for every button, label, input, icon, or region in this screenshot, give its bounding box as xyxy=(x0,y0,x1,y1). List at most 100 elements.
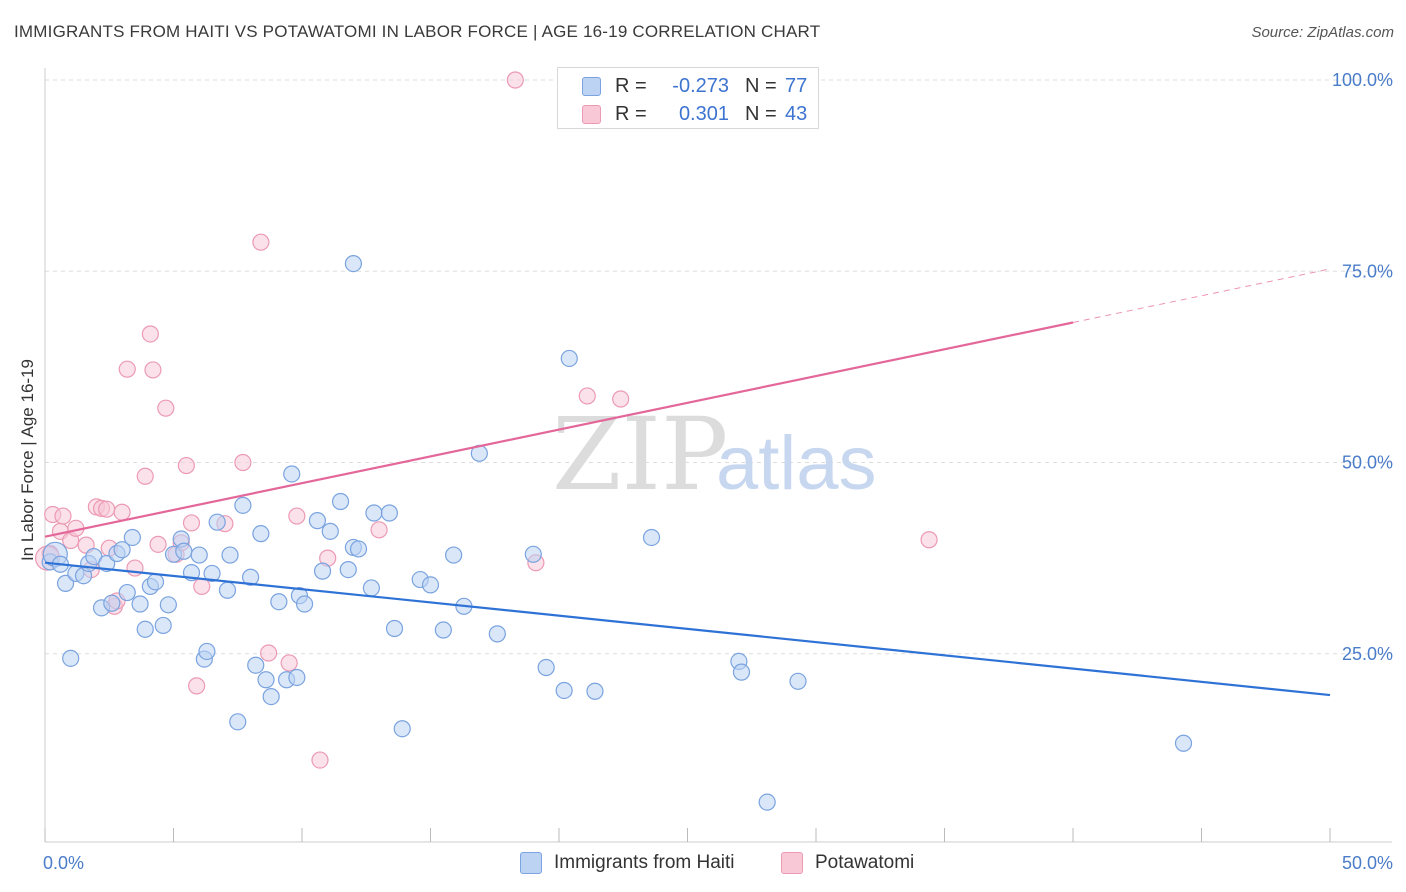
potawatomi-point xyxy=(920,531,938,549)
r-value: -0.273 xyxy=(672,74,729,97)
potawatomi-point xyxy=(578,387,596,405)
haiti-point xyxy=(146,573,165,591)
haiti-point xyxy=(288,668,306,687)
haiti-point xyxy=(203,564,221,583)
haiti-point xyxy=(198,642,216,661)
haiti-point xyxy=(732,663,751,681)
legend-item-haiti: Immigrants from Haiti xyxy=(520,852,735,874)
legend-item-potawatomi: Potawatomi xyxy=(781,852,914,874)
haiti-point xyxy=(247,656,265,674)
potawatomi-trend-extension xyxy=(1072,268,1331,323)
potawatomi-point xyxy=(118,360,136,378)
axis-labels: 25.0% 50.0% 75.0% 100.0% 0.0% 50.0% In Labor F… xyxy=(18,70,1393,873)
haiti-point xyxy=(270,593,288,611)
haiti-point xyxy=(136,620,154,638)
haiti-point xyxy=(295,595,314,613)
potawatomi-point xyxy=(288,507,306,525)
potawatomi-swatch xyxy=(582,104,601,124)
potawatomi-point xyxy=(141,325,159,343)
r-label: R = xyxy=(615,102,647,125)
potawatomi-point xyxy=(280,654,298,672)
y-tick-label: 75.0% xyxy=(1342,261,1393,281)
trend-lines xyxy=(44,268,1331,697)
source-credit: Source: ZipAtlas.com xyxy=(1251,24,1394,41)
n-label: N = xyxy=(745,74,777,97)
potawatomi-point xyxy=(234,453,252,472)
haiti-point xyxy=(218,581,237,599)
haiti-point xyxy=(190,546,208,564)
y-axis-label: In Labor Force | Age 16-19 xyxy=(18,359,37,561)
haiti-point xyxy=(393,720,411,738)
haiti-point xyxy=(242,568,260,586)
haiti-point xyxy=(262,687,280,706)
y-tick-label: 50.0% xyxy=(1342,453,1393,473)
potawatomi-point xyxy=(54,507,72,525)
x-tick-label: 0.0% xyxy=(43,853,84,873)
potawatomi-point xyxy=(177,456,195,475)
n-value: 77 xyxy=(785,74,808,97)
haiti-point xyxy=(123,528,141,547)
series-legend: Immigrants from Haiti Potawatomi xyxy=(0,852,1406,876)
legend-row-potawatomi: R = 0.301 N = 43 xyxy=(582,101,807,127)
haiti-point xyxy=(385,619,404,638)
haiti-point xyxy=(789,672,807,690)
potawatomi-point xyxy=(182,514,201,532)
haiti-point xyxy=(421,576,440,594)
haiti-point xyxy=(555,681,573,700)
haiti-point xyxy=(252,525,270,543)
haiti-point xyxy=(434,621,452,639)
haiti-point xyxy=(56,574,75,592)
r-label: R = xyxy=(615,74,647,97)
haiti-point xyxy=(62,649,80,667)
potawatomi-point xyxy=(136,467,154,485)
haiti-point xyxy=(524,545,542,563)
haiti-point xyxy=(1174,734,1193,752)
haiti-point xyxy=(586,682,604,700)
haiti-point xyxy=(758,793,776,811)
potawatomi-point xyxy=(193,577,211,596)
haiti-point xyxy=(362,579,380,597)
y-tick-label: 100.0% xyxy=(1332,70,1393,90)
haiti-point xyxy=(257,671,275,689)
watermark-zip: ZIP xyxy=(552,396,728,513)
potawatomi-point xyxy=(506,71,524,89)
data-points xyxy=(34,71,1193,811)
n-label: N = xyxy=(745,102,777,125)
haiti-point xyxy=(103,594,121,612)
r-value: 0.301 xyxy=(678,102,729,125)
legend-row-haiti: R = -0.273 N = 77 xyxy=(582,73,807,99)
legend-label: Potawatomi xyxy=(815,852,915,873)
haiti-point xyxy=(113,541,131,559)
potawatomi-point xyxy=(157,399,175,417)
haiti-point xyxy=(339,560,357,579)
correlation-legend: R = -0.273 N = 77 R = 0.301 N = 43 xyxy=(557,67,819,129)
potawatomi-point xyxy=(259,644,278,662)
haiti-point xyxy=(154,616,172,635)
haiti-point xyxy=(283,465,301,483)
n-value: 43 xyxy=(785,102,808,125)
haiti-point xyxy=(537,658,555,677)
haiti-point xyxy=(349,540,368,558)
potawatomi-point xyxy=(144,361,162,379)
haiti-point xyxy=(175,542,193,560)
potawatomi-point xyxy=(149,535,167,553)
haiti-point xyxy=(321,522,339,540)
potawatomi-point xyxy=(370,521,388,539)
haiti-point xyxy=(308,512,327,530)
haiti-point xyxy=(445,546,463,564)
axes xyxy=(44,68,1392,843)
haiti-point xyxy=(642,528,661,547)
haiti-point xyxy=(488,625,506,643)
potawatomi-point xyxy=(188,677,206,695)
y-tick-label: 25.0% xyxy=(1342,644,1393,664)
haiti-point xyxy=(208,513,226,531)
potawatomi-point xyxy=(113,503,131,521)
haiti-point xyxy=(131,595,149,613)
potawatomi-point xyxy=(612,390,630,408)
haiti-point xyxy=(118,583,136,602)
haiti-point xyxy=(98,554,116,573)
x-tick-label: 50.0% xyxy=(1342,853,1393,873)
haiti-point xyxy=(365,504,383,522)
legend-label: Immigrants from Haiti xyxy=(554,852,735,873)
